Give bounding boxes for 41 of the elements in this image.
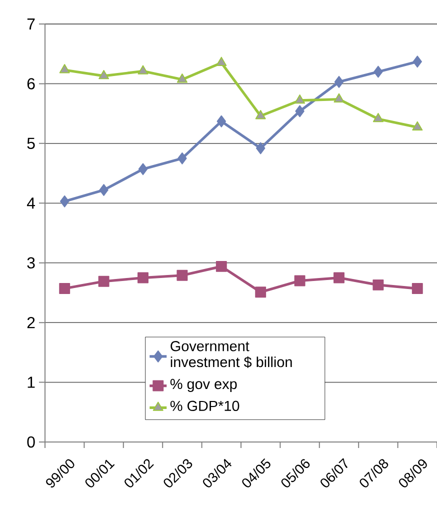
point <box>294 94 306 104</box>
y-tick-label: 7 <box>27 18 35 30</box>
y-tick-label: 1 <box>28 376 35 388</box>
point <box>59 64 70 74</box>
point <box>294 275 306 286</box>
point <box>334 93 344 102</box>
point <box>372 112 384 122</box>
point <box>59 283 70 294</box>
point <box>334 76 344 88</box>
legend-label: % GDP*10 <box>170 400 240 412</box>
y-tick-label: 4 <box>26 198 36 209</box>
point <box>216 260 227 272</box>
y-tick-label: 0 <box>27 436 35 448</box>
point <box>412 283 423 294</box>
point <box>60 195 70 208</box>
point <box>176 270 188 281</box>
point <box>412 121 423 131</box>
point <box>99 184 108 196</box>
point <box>138 163 148 176</box>
point <box>412 56 422 68</box>
point <box>255 286 266 298</box>
point <box>256 142 266 154</box>
point <box>98 276 110 287</box>
point <box>176 74 188 83</box>
point <box>216 115 226 128</box>
y-tick-label: 6 <box>27 78 35 90</box>
point <box>372 279 384 290</box>
point <box>334 272 344 284</box>
point <box>178 152 187 164</box>
point <box>295 105 304 118</box>
y-tick-label: 3 <box>27 257 35 268</box>
y-tick-label: 2 <box>27 317 35 328</box>
point <box>374 66 383 78</box>
y-tick-label: 5 <box>27 138 35 149</box>
legend-label: Government investment $ billion <box>170 341 292 368</box>
legend-label: % gov exp <box>170 378 237 392</box>
point <box>98 70 110 80</box>
point <box>255 110 266 120</box>
point <box>138 272 148 284</box>
point <box>138 65 148 74</box>
point <box>216 56 227 66</box>
